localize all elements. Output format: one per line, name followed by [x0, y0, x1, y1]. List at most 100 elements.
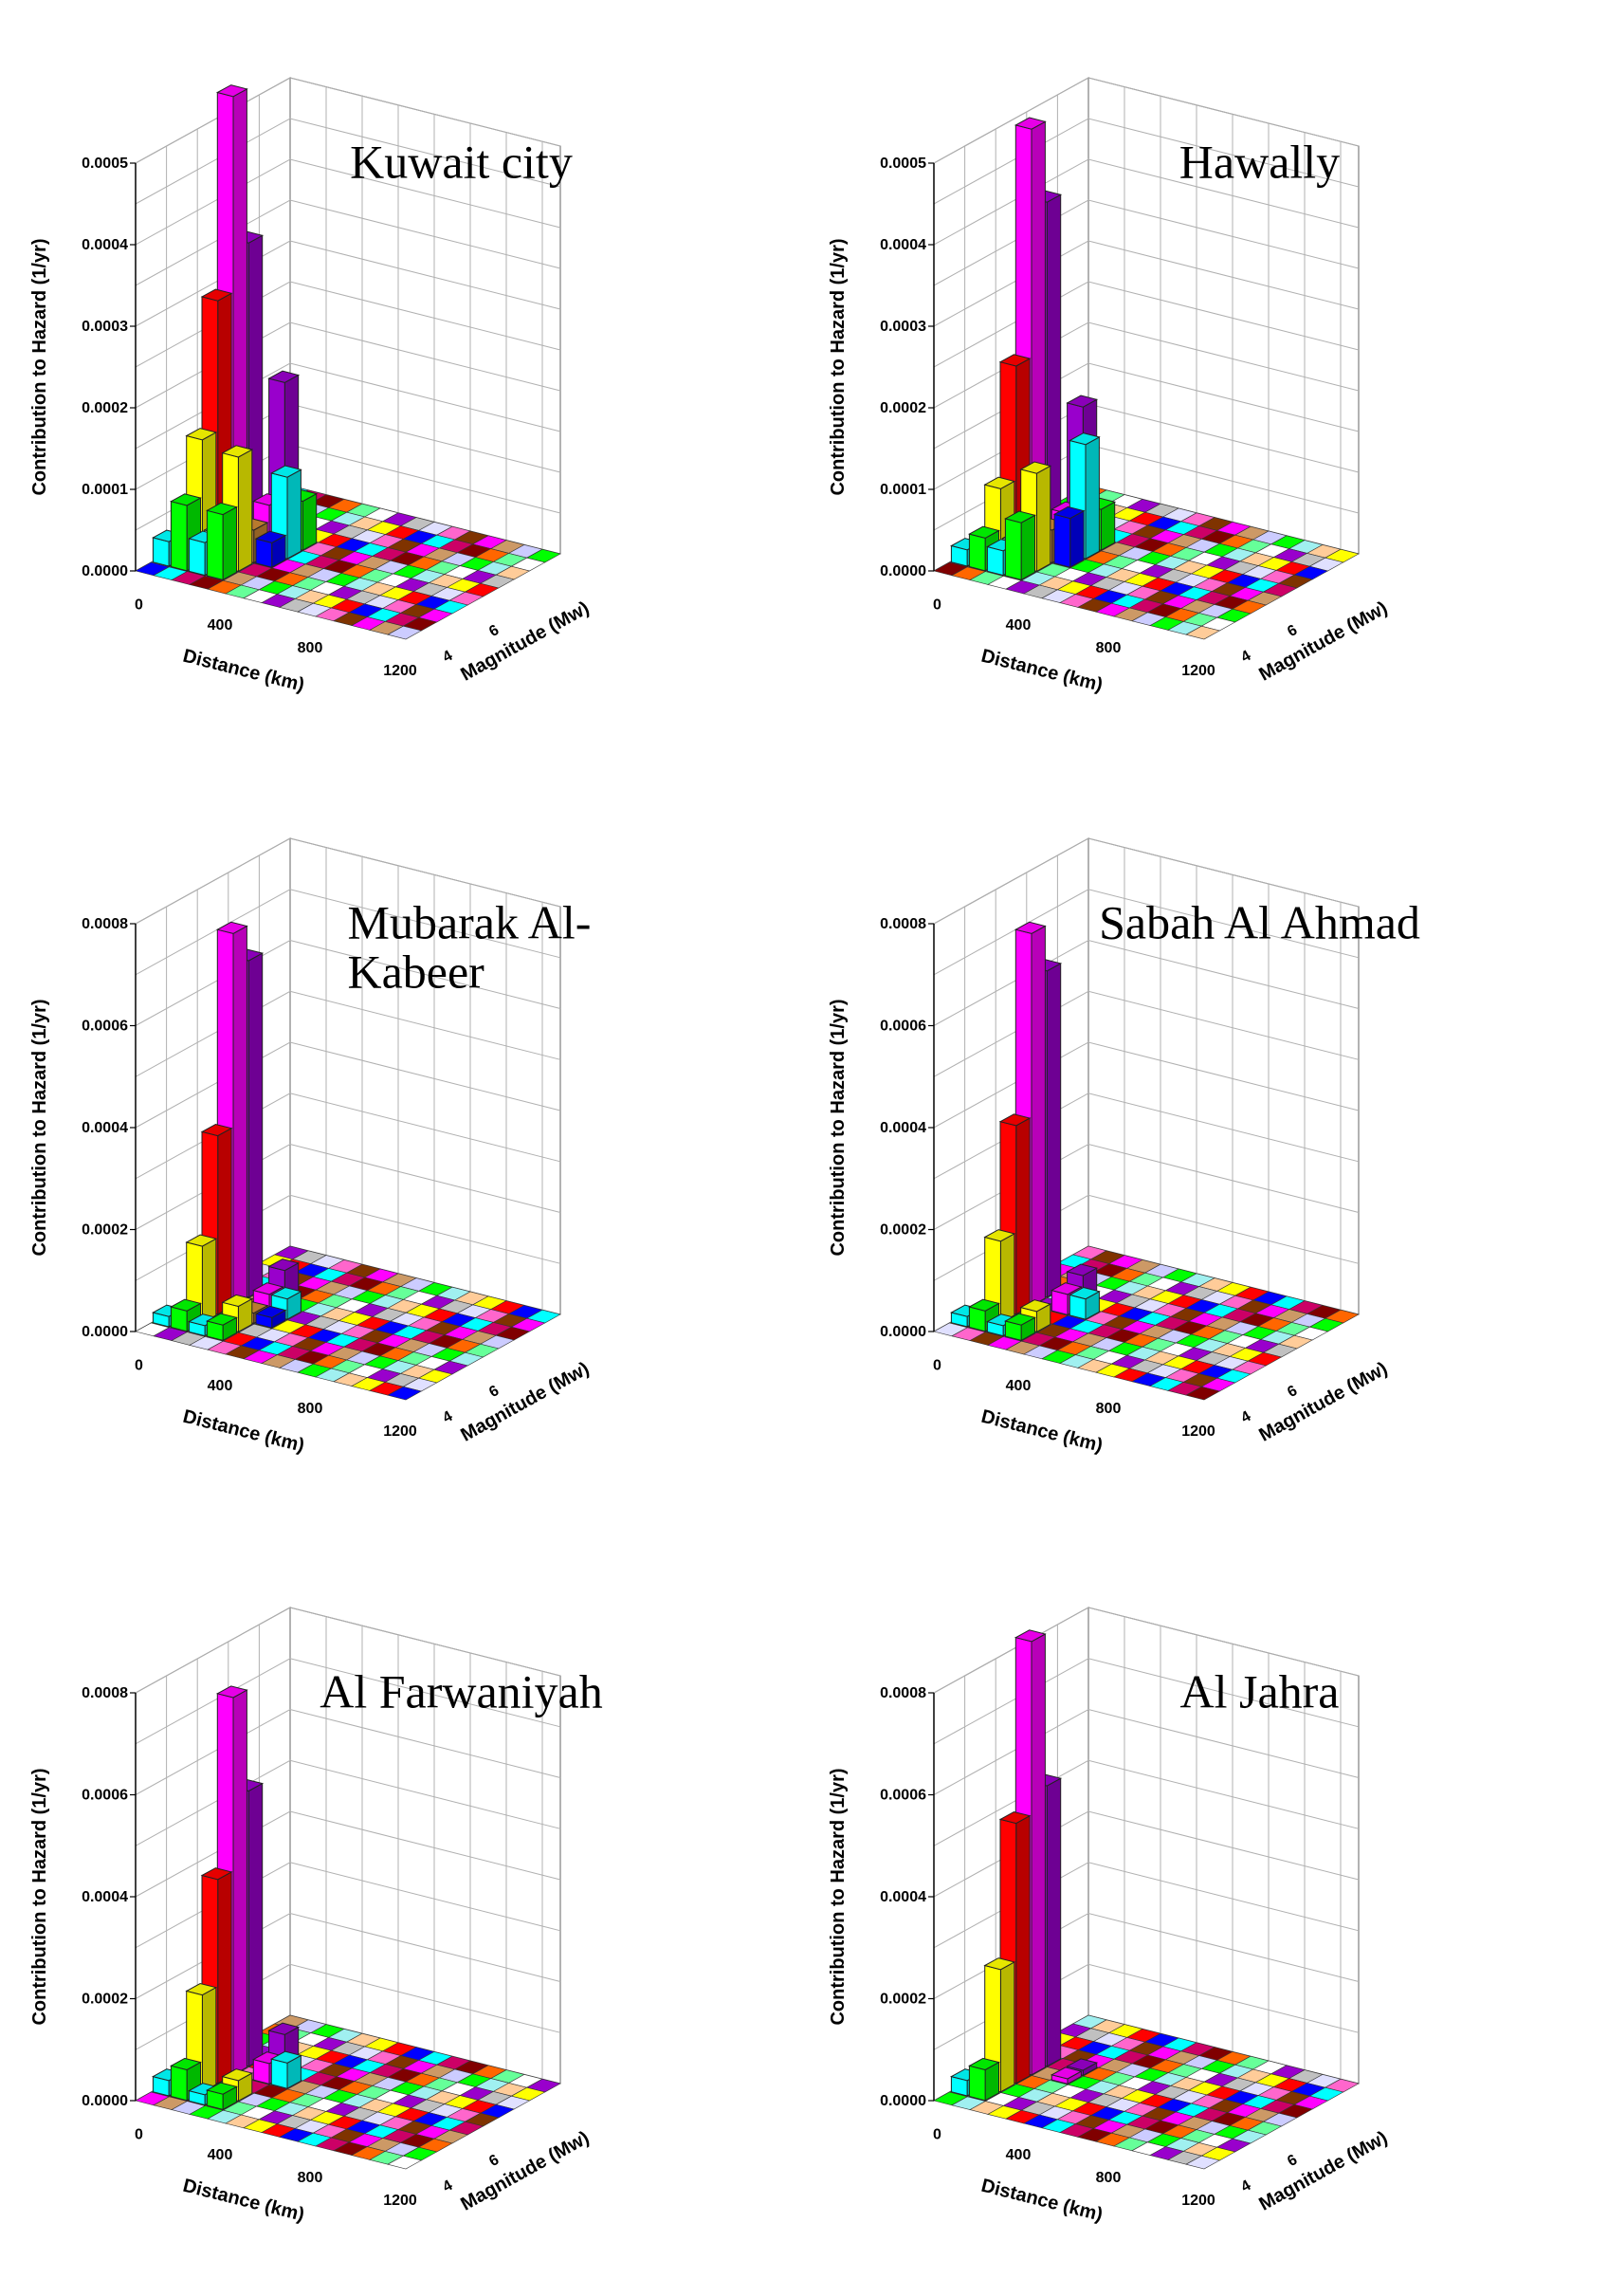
floor-tile: [1185, 2155, 1221, 2170]
bar-top: [269, 2050, 302, 2064]
bar: [1004, 1313, 1036, 1342]
x-tick-label: 1200: [383, 663, 417, 679]
bar-top: [254, 1305, 287, 1318]
x-tick-label: 0: [933, 2126, 941, 2142]
bar-side: [1031, 925, 1046, 1307]
y-tick-label: 0.0003: [82, 319, 128, 335]
y-tick-label: 0.0000: [82, 1324, 128, 1340]
bar-top: [1019, 461, 1052, 474]
bar-top: [200, 1123, 233, 1137]
bar-side: [999, 1961, 1015, 2093]
bar: [968, 2057, 1000, 2102]
bar-top: [170, 493, 202, 506]
bar-side: [201, 1238, 217, 1324]
bar: [1050, 2066, 1083, 2085]
bar-top: [269, 465, 302, 478]
y-tick-label: 0.0006: [880, 1019, 926, 1035]
y-axis-label: Contribution to Hazard (1/yr): [828, 1768, 849, 2025]
bar-top: [251, 1282, 284, 1295]
x-tick-label: 0: [933, 597, 941, 613]
x-tick-label: 0: [135, 2126, 143, 2142]
y-tick-label: 0.0001: [880, 482, 926, 498]
x-tick-label: 400: [208, 1378, 233, 1394]
y-tick-label: 0.0005: [880, 156, 926, 172]
panel-title: Kuwait city: [350, 136, 573, 189]
y-tick-label: 0.0006: [82, 1788, 128, 1804]
x-tick-label: 800: [298, 2170, 323, 2186]
bar-front: [968, 533, 986, 572]
bar-front: [152, 537, 170, 567]
x-tick-label: 0: [933, 1357, 941, 1373]
x-tick-label: 800: [298, 1401, 323, 1417]
y-tick-label: 0.0006: [880, 1788, 926, 1804]
bar-side: [232, 925, 247, 1307]
bar-top: [1066, 2058, 1099, 2071]
x-tick-label: 0: [135, 597, 143, 613]
bar-top: [269, 1286, 302, 1300]
bar-top: [1004, 510, 1036, 523]
panel-title: Sabah Al Ahmad: [1099, 896, 1420, 949]
bar-side: [247, 952, 264, 1298]
bar-top: [185, 428, 218, 441]
x-tick-label: 800: [298, 640, 323, 656]
y-tick-label: 0.0004: [880, 1889, 926, 1905]
bar-top: [185, 1982, 218, 1996]
bar-top: [221, 445, 254, 458]
bar-side: [1100, 501, 1116, 552]
y-tick-label: 0.0002: [82, 400, 128, 416]
y-tick-label: 0.0004: [82, 1120, 128, 1136]
y-tick-label: 0.0000: [82, 563, 128, 579]
x-tick-label: 1200: [383, 1424, 417, 1440]
x-tick-label: 800: [1096, 1401, 1122, 1417]
y-tick-label: 0.0000: [880, 1324, 926, 1340]
bar-top: [170, 2057, 202, 2071]
bar-side: [222, 505, 237, 581]
y-tick-label: 0.0000: [82, 2093, 128, 2109]
bar-top: [267, 370, 301, 383]
bar-side: [217, 1871, 232, 2085]
bar-side: [999, 1233, 1015, 1324]
bar-top: [206, 502, 238, 516]
bar-top: [200, 1867, 233, 1881]
y-tick-label: 0.0002: [880, 1222, 926, 1239]
bar-top: [215, 84, 248, 98]
bar-top: [267, 2022, 301, 2035]
y-tick-label: 0.0000: [880, 563, 926, 579]
bar-front: [170, 501, 188, 572]
y-tick-label: 0.0004: [82, 1889, 128, 1905]
y-tick-label: 0.0008: [880, 1685, 926, 1701]
floor-tile: [387, 1386, 423, 1401]
y-tick-label: 0.0000: [880, 2093, 926, 2109]
y-tick-label: 0.0006: [82, 1019, 128, 1035]
panel-title: Kabeer: [348, 946, 485, 999]
floor-tile: [1185, 625, 1221, 640]
y-tick-label: 0.0004: [82, 237, 128, 253]
x-tick-label: 400: [1006, 617, 1032, 634]
x-tick-label: 1200: [383, 2193, 417, 2209]
bar-top: [998, 1113, 1032, 1127]
bar-side: [1085, 436, 1100, 560]
bar-top: [1050, 1282, 1083, 1295]
x-tick-label: 0: [135, 1357, 143, 1373]
bar-side: [247, 1782, 264, 2067]
bar-front: [968, 2065, 986, 2102]
x-tick-label: 800: [1096, 640, 1122, 656]
bar: [1068, 1286, 1101, 1321]
bar-front: [986, 545, 1004, 577]
bar-top: [998, 354, 1032, 367]
bar-side: [1015, 1814, 1031, 2085]
bar-side: [1046, 963, 1062, 1298]
y-tick-label: 0.0003: [880, 319, 926, 335]
bar-side: [237, 449, 253, 573]
bar-side: [217, 1127, 232, 1315]
floor-tile: [387, 2155, 423, 2170]
bar-front: [170, 2065, 188, 2102]
bar-top: [185, 1234, 218, 1247]
bar-side: [1069, 509, 1085, 569]
bar-side: [286, 468, 302, 560]
bar-top: [215, 1685, 248, 1699]
floor-tile: [387, 625, 423, 640]
x-tick-label: 400: [1006, 1378, 1032, 1394]
panel-title: Mubarak Al-: [348, 896, 592, 949]
